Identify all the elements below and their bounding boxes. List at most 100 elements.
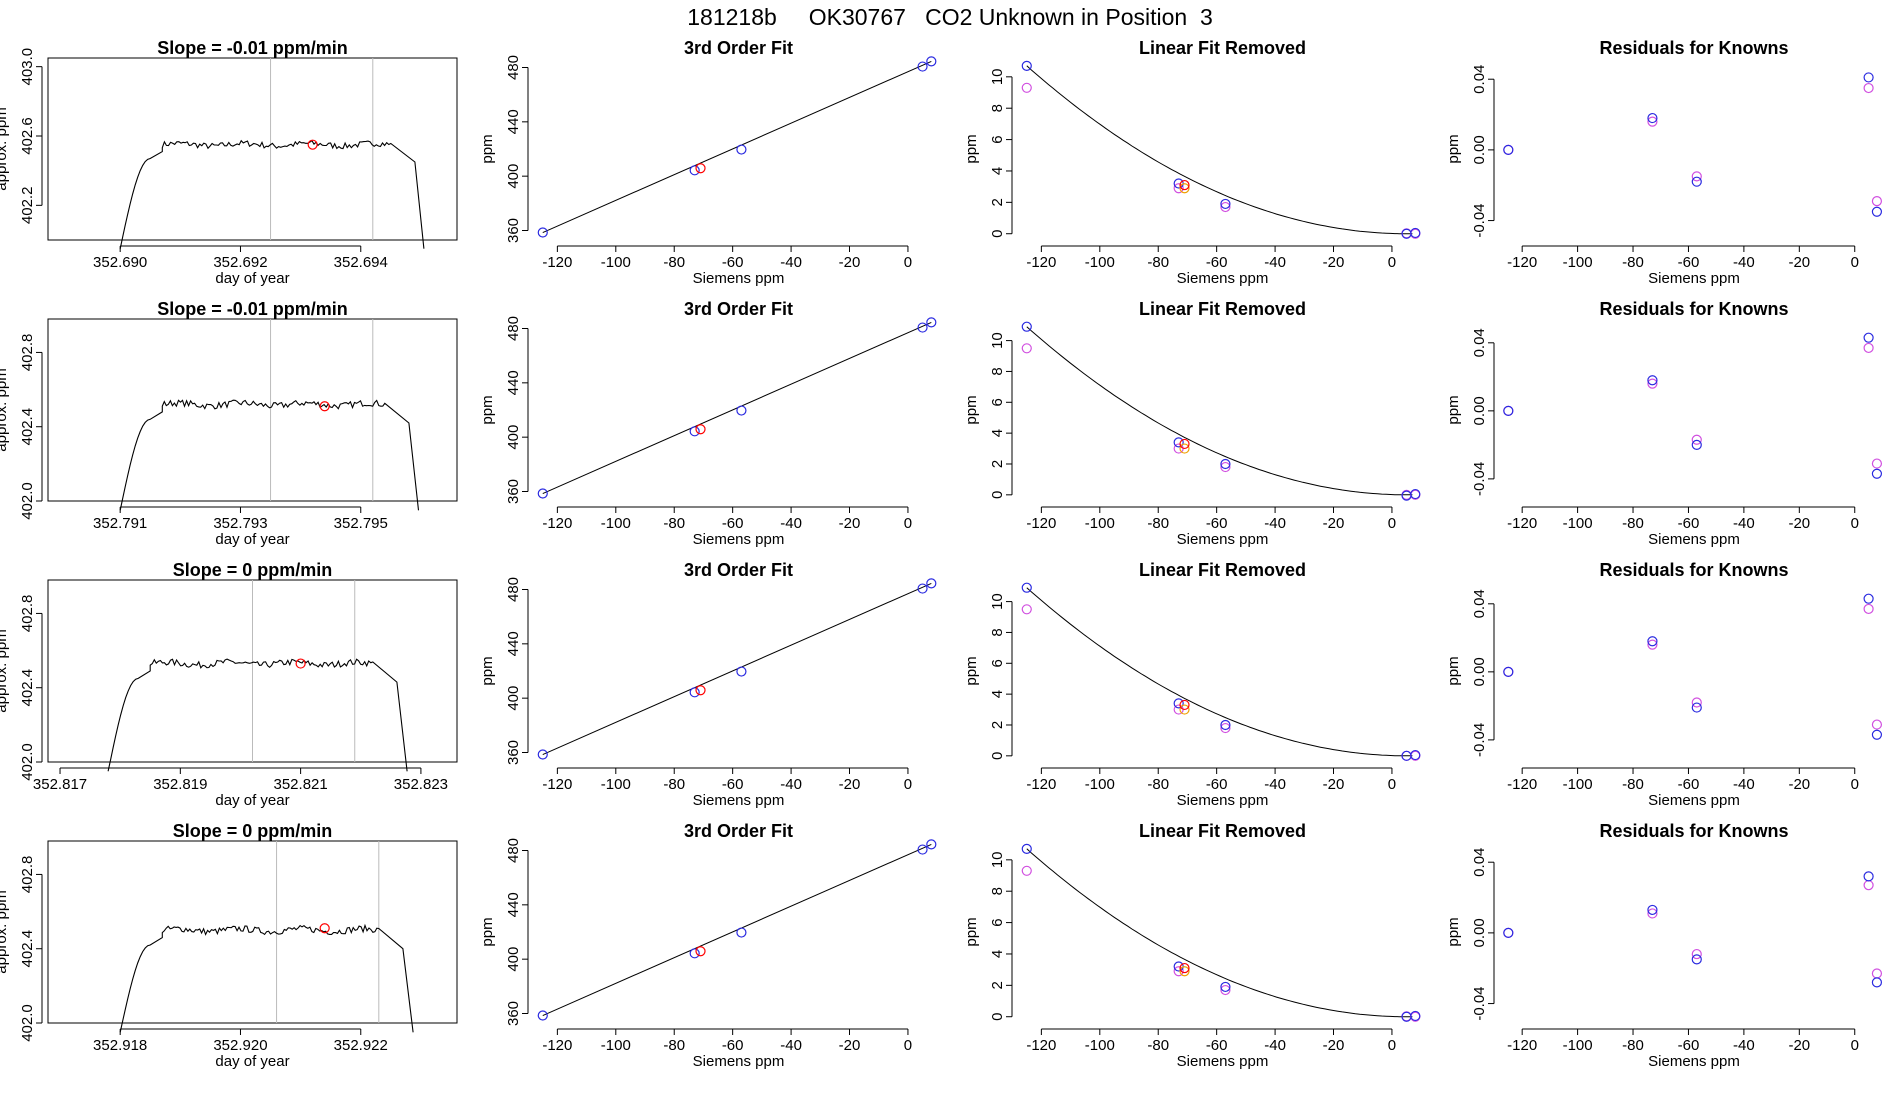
- residual-point-blue: [1691, 439, 1702, 450]
- known-point-blue: [1021, 582, 1032, 593]
- residual-point-blue: [1647, 904, 1658, 916]
- residual-point-magenta: [1871, 968, 1883, 979]
- y-tick-label: 402.2: [19, 187, 36, 225]
- known-point: [689, 165, 700, 176]
- x-tick-label: -100: [601, 776, 631, 793]
- x-tick-label: 352.819: [153, 776, 207, 793]
- y-tick-label: 0.00: [1471, 657, 1488, 686]
- residual-point-magenta: [1691, 434, 1702, 445]
- x-tick-label: -80: [1147, 1037, 1169, 1054]
- panel-title: Residuals for Knowns: [1599, 299, 1788, 319]
- known-point: [537, 227, 548, 238]
- fit-curve: [1026, 587, 1413, 757]
- residual-point-blue: [1647, 636, 1658, 647]
- known-point: [926, 56, 937, 67]
- known-point-blue: [1021, 60, 1032, 71]
- x-tick-label: -40: [780, 254, 802, 271]
- x-tick-label: -120: [1507, 1037, 1537, 1054]
- y-axis-label: ppm: [1445, 917, 1462, 946]
- x-axis-label: day of year: [215, 792, 289, 809]
- x-tick-label: -60: [1678, 776, 1700, 793]
- y-tick-label: 400: [505, 425, 522, 450]
- y-axis-label: ppm: [479, 395, 496, 424]
- y-tick-label: 8: [989, 628, 1006, 636]
- known-point-magenta: [1021, 604, 1032, 615]
- known-point-blue: [1410, 488, 1421, 500]
- x-tick-label: -20: [1788, 254, 1810, 271]
- y-axis-label: approx. ppm: [0, 890, 10, 973]
- y-axis-label: ppm: [963, 395, 980, 424]
- y-tick-label: 8: [989, 367, 1006, 375]
- panel-title: 3rd Order Fit: [684, 560, 793, 580]
- x-tick-label: -40: [1264, 254, 1286, 271]
- x-tick-label: -40: [1264, 1037, 1286, 1054]
- x-tick-label: -100: [1563, 1037, 1593, 1054]
- x-tick-label: -40: [1264, 776, 1286, 793]
- panel-title: 3rd Order Fit: [684, 821, 793, 841]
- residual-point-magenta: [1647, 908, 1658, 919]
- y-tick-label: 360: [505, 218, 522, 243]
- time-series-line: [119, 139, 425, 249]
- x-tick-label: -80: [663, 254, 685, 271]
- x-tick-label: -100: [1563, 254, 1593, 271]
- known-point-blue: [1220, 198, 1231, 210]
- y-axis-label: approx. ppm: [0, 368, 10, 451]
- panel-title: Linear Fit Removed: [1139, 821, 1306, 841]
- residual-point-magenta: [1871, 458, 1883, 469]
- residual-point-blue: [1503, 144, 1514, 155]
- residual-point-blue: [1691, 954, 1702, 965]
- y-tick-label: 2: [989, 981, 1006, 989]
- y-tick-label: 480: [505, 316, 522, 341]
- y-tick-label: 0.04: [1471, 589, 1488, 618]
- known-point-blue: [1410, 749, 1421, 761]
- x-tick-label: -60: [1206, 515, 1228, 532]
- x-axis-label: day of year: [215, 1053, 289, 1070]
- panel-title: Slope = -0.01 ppm/min: [157, 38, 348, 58]
- x-tick-label: -120: [1026, 776, 1056, 793]
- x-axis-label: Siemens ppm: [693, 1053, 785, 1070]
- y-tick-label: 2: [989, 198, 1006, 206]
- y-axis-label: ppm: [963, 917, 980, 946]
- x-tick-label: 0: [904, 1037, 912, 1054]
- y-tick-label: 0: [989, 1013, 1006, 1021]
- x-axis-label: Siemens ppm: [693, 792, 785, 809]
- y-tick-label: 480: [505, 55, 522, 80]
- x-tick-label: 352.694: [334, 254, 388, 271]
- known-point-blue: [1021, 843, 1032, 854]
- y-tick-label: 6: [989, 398, 1006, 406]
- x-tick-label: -60: [722, 1037, 744, 1054]
- y-tick-label: -0.04: [1471, 203, 1488, 237]
- known-point: [917, 583, 928, 594]
- known-point: [689, 948, 700, 959]
- x-tick-label: 352.920: [213, 1037, 267, 1054]
- x-tick-label: 0: [1851, 254, 1859, 271]
- y-tick-label: 4: [989, 950, 1006, 958]
- chart-panel: Linear Fit Removed -120 -100 -80 -60 -40 -20 0 S…: [963, 299, 1421, 548]
- x-tick-label: 0: [1851, 515, 1859, 532]
- y-tick-label: 8: [989, 887, 1006, 895]
- x-tick-label: 352.791: [93, 515, 147, 532]
- x-tick-label: -80: [1147, 776, 1169, 793]
- x-tick-label: -120: [542, 254, 572, 271]
- y-tick-label: 4: [989, 167, 1006, 175]
- residual-point-blue: [1503, 927, 1514, 938]
- panel-title: Slope = 0 ppm/min: [173, 821, 333, 841]
- x-tick-label: -20: [1323, 254, 1345, 271]
- known-point-magenta: [1220, 722, 1231, 734]
- orange-point: [1179, 183, 1190, 194]
- residual-point-blue: [1863, 332, 1874, 343]
- x-tick-label: 0: [1388, 1037, 1396, 1054]
- x-axis-label: Siemens ppm: [1648, 1053, 1740, 1070]
- unknown-point: [307, 139, 318, 150]
- known-point-magenta: [1021, 82, 1032, 93]
- x-tick-label: -100: [601, 515, 631, 532]
- y-tick-label: 400: [505, 947, 522, 972]
- x-tick-label: 0: [1851, 776, 1859, 793]
- x-tick-label: -120: [542, 1037, 572, 1054]
- time-series-line: [119, 399, 420, 511]
- residual-point-blue: [1503, 405, 1514, 416]
- x-axis-label: Siemens ppm: [1177, 531, 1269, 548]
- y-axis-label: ppm: [1445, 134, 1462, 163]
- x-tick-label: 0: [904, 254, 912, 271]
- x-tick-label: -60: [722, 776, 744, 793]
